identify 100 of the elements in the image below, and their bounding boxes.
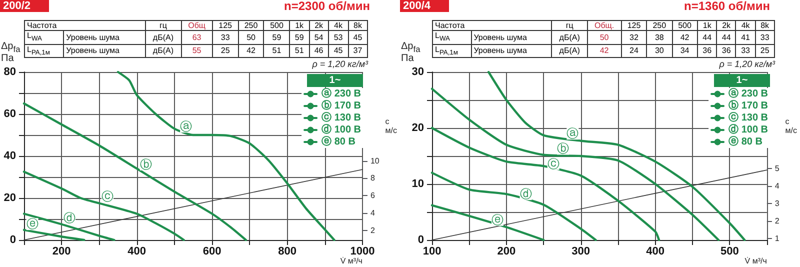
text: Уровень шума (64, 30, 146, 44)
x-tick-label: 600 (202, 246, 222, 258)
x-tick-label: 300 (572, 246, 590, 258)
text: 63 (181, 30, 212, 44)
y-tick-label: 60 (4, 108, 16, 120)
text: 41 (736, 30, 756, 44)
legend-label: ⓔ 80 В (728, 136, 762, 148)
x-tick-label: 800 (278, 246, 296, 258)
y-tick-label: 30 (412, 66, 424, 78)
annotation: ⓒ (101, 189, 114, 204)
y-axis-title: Δp$_{fa}$ Па (1, 41, 20, 64)
text: 50 (587, 30, 622, 44)
legend-label: ⓒ 130 В (728, 112, 768, 124)
text: 59 (264, 30, 290, 44)
text: гц (552, 20, 588, 30)
text: 44 (697, 30, 717, 44)
y2-tick-label: 4 (370, 208, 376, 218)
text: 500 (264, 20, 290, 30)
legend-label: ⓐ 230 В (322, 88, 362, 100)
text: 2k (716, 20, 736, 30)
text: Уровень шума (471, 30, 552, 44)
x-tick-label: 400 (646, 246, 664, 258)
chart-subtitle: n=2300 об/мин (284, 0, 370, 13)
text: L$_{PA,1м}$ (24, 44, 64, 58)
text: L$_{WA}$ (432, 30, 472, 44)
text: 1k (290, 20, 310, 30)
text: 37 (348, 44, 368, 58)
x-tick-label: 1000 (350, 246, 375, 258)
text: 33 (212, 30, 238, 44)
x-tick-label: 500 (720, 246, 739, 258)
y2-tick-label: 2 (774, 216, 780, 226)
text: 8k (348, 20, 368, 30)
x-tick-label: 200 (52, 246, 71, 258)
text: дБ(А) (552, 44, 588, 58)
text: 34 (672, 44, 698, 58)
annotation: ⓐ (566, 126, 579, 141)
legend-label: ⓐ 230 В (728, 88, 768, 100)
y2-tick-label: 8 (370, 174, 376, 183)
text: L$_{PA,1м}$ (432, 44, 472, 58)
x-tick-label: 400 (128, 246, 146, 258)
text: 30 (646, 44, 672, 58)
y-axis-title: Δp$_{fa}$ Па (401, 41, 420, 64)
text: 36 (697, 44, 717, 58)
y2-tick-label: 2 (370, 226, 376, 235)
text: 250 (238, 20, 264, 30)
text: 500 (672, 20, 698, 30)
text: 50 (238, 30, 264, 44)
text: дБ(А) (145, 44, 182, 58)
legend-label: ⓓ 100 В (322, 124, 362, 136)
annotation: ⓑ (140, 157, 152, 172)
text: 51 (264, 44, 290, 58)
text: ρ = 1,20 кг/м³ (312, 59, 368, 69)
annotation: ⓓ (520, 187, 532, 202)
chart-subtitle: n=1360 об/мин (684, 0, 770, 13)
text: 8k (755, 20, 774, 30)
text: 25 (755, 44, 774, 58)
annotation: ⓔ (26, 217, 38, 232)
y2-tick-label: 1 (774, 234, 780, 243)
legend-label: ⓓ 100 В (728, 124, 768, 136)
text: дБ(А) (145, 30, 182, 44)
annotation: ⓓ (64, 210, 76, 225)
text: Уровень шума (64, 44, 146, 58)
text: 33 (736, 44, 756, 58)
text: 2k (309, 20, 329, 30)
text: 4k (736, 20, 756, 30)
y-tick-label: 40 (4, 150, 16, 162)
text: 46 (309, 44, 329, 58)
chart-title: 200/4 (400, 0, 449, 12)
annotation: ⓐ (180, 120, 192, 134)
annotation: ⓒ (547, 156, 560, 171)
y-tick-label: 0 (10, 234, 16, 246)
legend-label: ⓑ 170 В (728, 100, 768, 112)
y-tick-label: 20 (4, 192, 16, 204)
text: 51 (290, 44, 310, 58)
y-tick-label: 0 (418, 234, 424, 246)
y-tick-label: 80 (4, 66, 16, 78)
annotation: ⓑ (556, 142, 569, 156)
text: 54 (309, 30, 329, 44)
text: гц (145, 20, 182, 30)
y2-axis-title: c м/с (785, 117, 798, 135)
text: 32 (621, 30, 647, 44)
text: L$_{WA}$ (24, 30, 64, 44)
y2-axis-title: c м/с (385, 117, 398, 135)
x-axis-title: V̇ м³/ч (744, 256, 767, 266)
text: Частота (432, 20, 552, 30)
y2-tick-label: 3 (774, 198, 780, 208)
text: 42 (672, 30, 698, 44)
y2-tick-label: 4 (774, 181, 780, 190)
y-tick-label: 20 (412, 122, 424, 134)
legend-header: 1~ (714, 74, 770, 87)
text: 45 (348, 30, 368, 44)
text: 55 (181, 44, 212, 58)
text: дБ(А) (552, 30, 588, 44)
text: 36 (716, 44, 736, 58)
y-tick-label: 10 (412, 178, 424, 190)
text: Уровень шума (471, 44, 552, 58)
legend-label: ⓔ 80 В (322, 136, 356, 148)
text: 53 (328, 30, 348, 44)
x-tick-label: 100 (422, 246, 442, 258)
text: 38 (646, 30, 672, 44)
